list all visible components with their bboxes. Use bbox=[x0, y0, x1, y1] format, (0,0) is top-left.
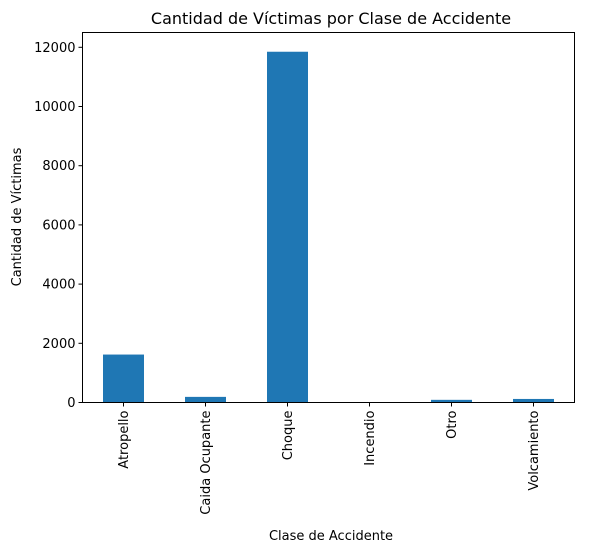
plot-frame bbox=[82, 32, 575, 403]
x-tick-label: Atropello bbox=[117, 410, 132, 468]
bar-choque bbox=[267, 51, 308, 403]
y-tick-label: 12000 bbox=[34, 41, 75, 56]
y-tick-label: 0 bbox=[67, 396, 75, 411]
y-tick-label: 8000 bbox=[42, 159, 75, 174]
plot-area: 0 2000 4000 6000 8000 10000 12000 Atropello Cai… bbox=[34, 32, 575, 515]
chart-title: Cantidad de Víctimas por Clase de Accide… bbox=[151, 9, 511, 28]
y-tick-label: 4000 bbox=[42, 278, 75, 293]
y-tick-label: 10000 bbox=[34, 100, 75, 115]
bar-otro bbox=[431, 399, 472, 403]
bar-volcamiento bbox=[513, 398, 554, 403]
bar-caida-ocupante bbox=[185, 396, 226, 403]
x-axis-label: Clase de Accidente bbox=[269, 529, 393, 544]
bars bbox=[103, 51, 554, 403]
y-tick-label: 6000 bbox=[42, 218, 75, 233]
y-axis-label: Cantidad de Víctimas bbox=[10, 147, 25, 286]
y-tick-label: 2000 bbox=[42, 337, 75, 352]
y-axis-ticks: 0 2000 4000 6000 8000 10000 12000 bbox=[34, 41, 83, 411]
bar-atropello bbox=[103, 354, 144, 403]
x-tick-label: Otro bbox=[445, 410, 460, 438]
x-tick-label: Caida Ocupante bbox=[199, 411, 214, 515]
x-tick-label: Volcamiento bbox=[527, 410, 542, 490]
x-tick-label: Choque bbox=[281, 411, 296, 461]
x-axis-ticks: Atropello Caida Ocupante Choque Incendio Otr… bbox=[117, 402, 542, 515]
x-tick-label: Incendio bbox=[363, 410, 378, 465]
